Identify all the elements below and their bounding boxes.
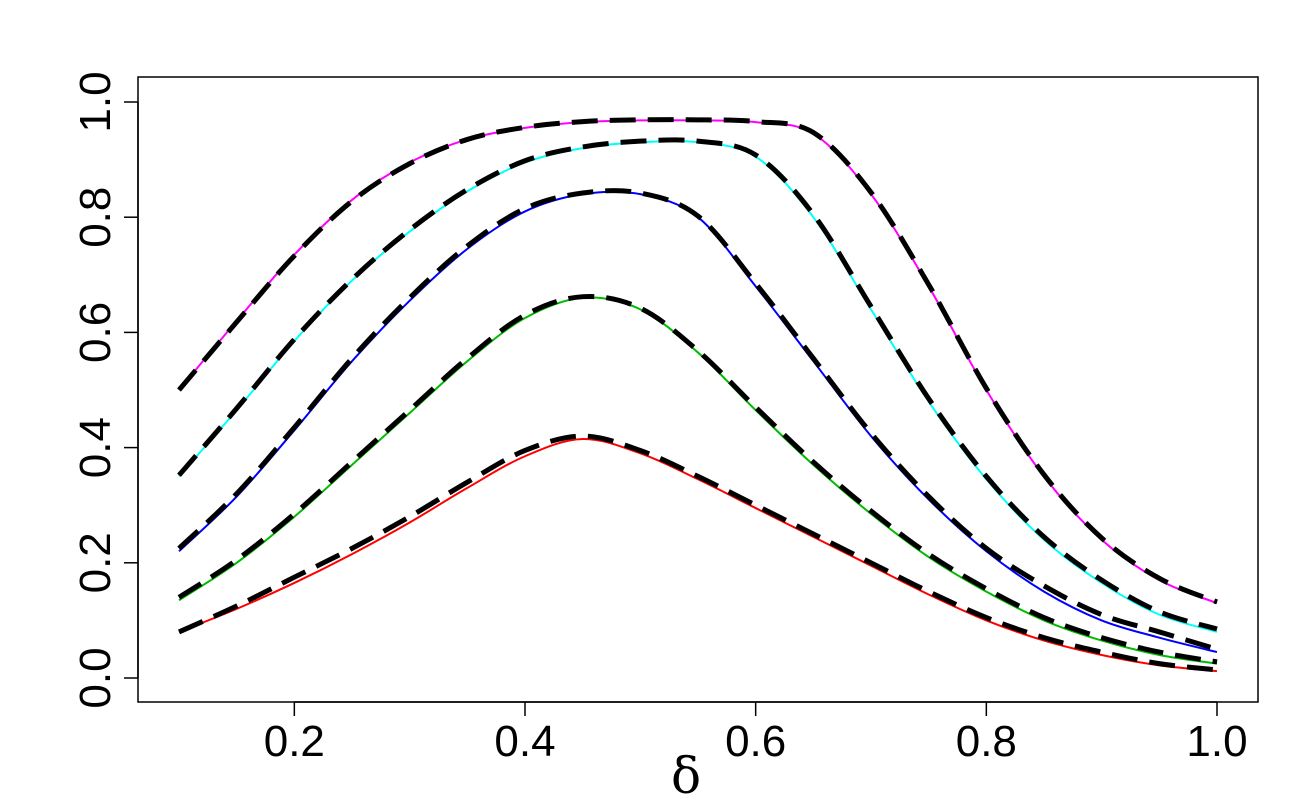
x-tick-label-2: 0.6 (725, 717, 786, 766)
series-line-dashed-7 (177, 137, 1218, 632)
x-tick-label-3: 0.8 (956, 717, 1017, 766)
y-tick-label-1: 0.2 (71, 532, 120, 593)
x-axis-title: δ (671, 747, 701, 800)
series-layer (177, 117, 1218, 673)
x-tick-label-0: 0.2 (264, 717, 325, 766)
y-tick-label-0: 0.0 (71, 647, 120, 708)
y-tick-label-2: 0.4 (71, 417, 120, 478)
series-line-solid-2 (178, 296, 1218, 665)
series-line-dashed-9 (177, 117, 1218, 605)
y-tick-label-5: 1.0 (71, 71, 120, 132)
series-line-solid-0 (178, 437, 1218, 673)
x-axis: 0.2 0.4 0.6 0.8 1.0 (264, 701, 1248, 766)
y-tick-label-4: 0.8 (71, 187, 120, 248)
series-line-solid-8 (178, 119, 1218, 605)
x-tick-label-1: 0.4 (494, 717, 555, 766)
series-line-dashed-1 (177, 433, 1218, 673)
series-line-dashed-3 (177, 293, 1218, 665)
y-axis: 0.0 0.2 0.4 0.6 0.8 1.0 (71, 71, 139, 709)
y-tick-label-3: 0.6 (71, 302, 120, 363)
x-tick-label-4: 1.0 (1186, 717, 1247, 766)
series-line-dashed-5 (177, 188, 1218, 652)
series-line-solid-4 (178, 190, 1218, 654)
